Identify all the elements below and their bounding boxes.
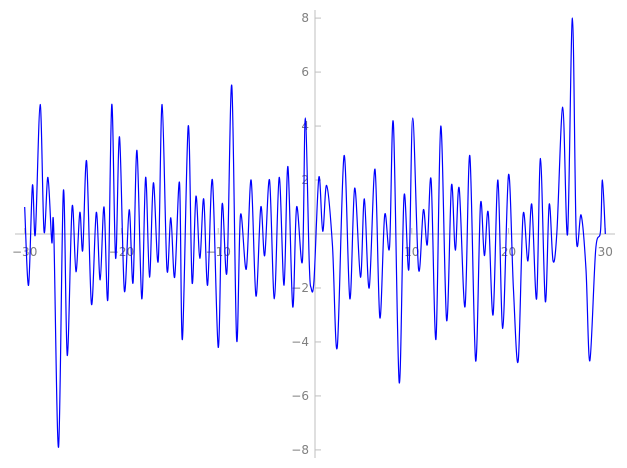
x-tick-label: 30 (598, 245, 613, 259)
series-line (24, 17, 606, 448)
x-tick-label: −20 (109, 245, 134, 259)
y-tick-label: −4 (291, 335, 309, 349)
y-tick-label: −2 (291, 281, 309, 295)
y-tick-label: −6 (291, 389, 309, 403)
y-tick-label: 2 (301, 173, 309, 187)
x-tick-label: −30 (12, 245, 37, 259)
x-tick-label: 20 (501, 245, 516, 259)
y-tick-label: 8 (301, 11, 309, 25)
y-tick-label: −8 (291, 443, 309, 457)
y-tick-label: 6 (301, 65, 309, 79)
